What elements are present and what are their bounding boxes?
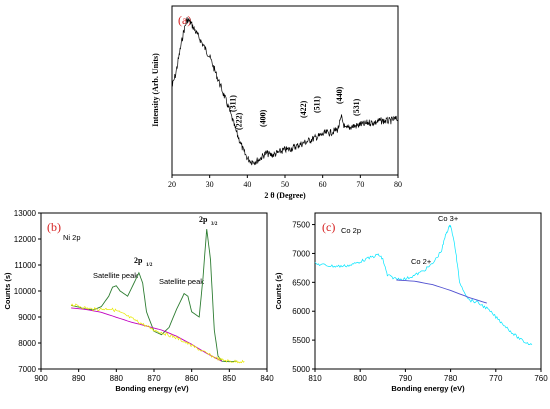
peak-label: (222) [235, 112, 244, 130]
series-line-0 [314, 224, 533, 345]
y-tick-label: 6000 [292, 307, 310, 316]
panel-c-co3plus: Co 3+ [438, 214, 459, 223]
y-tick-label: 8000 [18, 339, 36, 348]
peak-label: (311) [228, 95, 237, 112]
series-line-2 [70, 303, 245, 364]
panel-b-xlabel: Bonding energy (eV) [115, 384, 189, 393]
panel-b-2p32-main: 2p [199, 215, 208, 224]
panel-a-ylabel: Intensity (Arb. Units) [151, 53, 160, 127]
x-tick-label: 780 [444, 374, 458, 383]
panel-c-ylabel: Counts (s) [274, 272, 283, 310]
x-tick-label: 790 [399, 374, 413, 383]
y-tick-label: 7500 [292, 221, 310, 230]
series-line-0 [70, 229, 237, 363]
x-tick-label: 70 [356, 180, 364, 189]
x-tick-label: 880 [110, 374, 124, 383]
y-tick-label: 9000 [18, 313, 36, 322]
x-tick-label: 770 [489, 374, 503, 383]
y-tick-label: 11000 [14, 261, 36, 270]
series-line-1 [396, 279, 487, 304]
x-tick-label: 50 [281, 180, 289, 189]
panel-c-co2p: (c) Co 2p Counts (s) Bonding energy (eV)… [274, 212, 548, 393]
panel-b-satellite-peak-right: Satellite peak [159, 277, 204, 286]
y-tick-label: 5500 [292, 336, 310, 345]
panel-b-element-label: Ni 2p [63, 233, 81, 242]
panel-b-satellite-peak-left: Satellite peak [93, 271, 138, 280]
panel-c-frame [314, 212, 542, 370]
x-tick-label: 20 [168, 180, 176, 189]
y-tick-label: 5000 [292, 365, 310, 374]
x-tick-label: 800 [354, 374, 368, 383]
peak-label: (511) [313, 96, 322, 113]
x-tick-label: 810 [308, 374, 322, 383]
y-tick-label: 7000 [292, 249, 310, 258]
panel-c-co2plus: Co 2+ [411, 257, 432, 266]
panel-b-2p12-main: 2p [134, 256, 143, 265]
x-tick-label: 80 [394, 180, 402, 189]
x-tick-label: 760 [534, 374, 548, 383]
peak-label: (400) [258, 109, 267, 127]
panel-a-label: (a) [178, 13, 191, 27]
x-tick-label: 40 [243, 180, 251, 189]
x-tick-label: 900 [34, 374, 48, 383]
panel-c-label: (c) [322, 220, 335, 234]
panel-b-2p32-sub: 3/2 [211, 222, 218, 227]
x-tick-label: 890 [72, 374, 86, 383]
y-tick-label: 7000 [18, 365, 36, 374]
x-tick-label: 840 [260, 374, 274, 383]
panel-b-ylabel: Counts (s) [3, 272, 12, 310]
panel-b-2p12-sub: 1/2 [146, 263, 153, 268]
peak-label: (531) [352, 98, 361, 116]
panel-b-ni2p: (b) Ni 2p Counts (s) Bonding energy (eV)… [3, 209, 274, 393]
x-tick-label: 870 [147, 374, 161, 383]
panel-b-label: (b) [47, 220, 61, 234]
panel-a-xlabel: 2 θ (Degree) [264, 191, 306, 200]
peak-label: (422) [299, 100, 308, 118]
y-tick-label: 12000 [14, 235, 37, 244]
x-tick-label: 60 [319, 180, 327, 189]
peak-label: (440) [335, 86, 344, 104]
x-tick-label: 30 [206, 180, 214, 189]
panel-a-xrd: (a) Intensity (Arb. Units) 2 θ (Degree) … [151, 5, 402, 200]
y-tick-label: 13000 [14, 209, 37, 218]
panel-c-xlabel: Bonding energy (eV) [391, 384, 465, 393]
y-tick-label: 6500 [292, 278, 310, 287]
y-tick-label: 10000 [14, 287, 37, 296]
x-tick-label: 860 [185, 374, 199, 383]
x-tick-label: 850 [223, 374, 237, 383]
panel-c-element-label: Co 2p [341, 226, 361, 235]
series-line-0 [171, 17, 399, 166]
